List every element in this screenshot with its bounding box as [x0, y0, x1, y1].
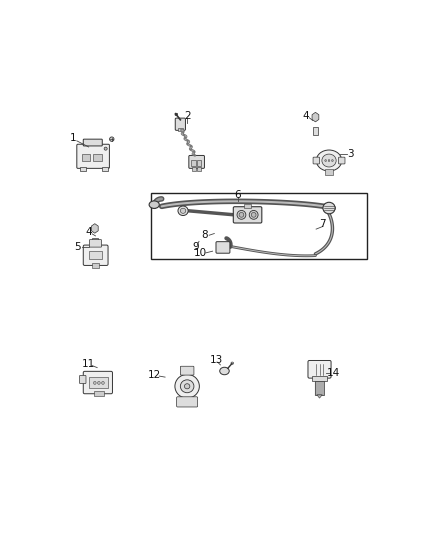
- FancyBboxPatch shape: [339, 157, 345, 164]
- Ellipse shape: [93, 381, 96, 384]
- Bar: [197, 159, 201, 166]
- FancyBboxPatch shape: [83, 245, 108, 265]
- Ellipse shape: [180, 208, 186, 213]
- Text: 7: 7: [320, 219, 326, 229]
- Ellipse shape: [178, 206, 188, 215]
- Text: 14: 14: [326, 368, 340, 378]
- FancyBboxPatch shape: [83, 139, 102, 146]
- Ellipse shape: [325, 159, 326, 161]
- FancyBboxPatch shape: [80, 375, 86, 384]
- Bar: [197, 167, 201, 171]
- Bar: [244, 204, 251, 208]
- Text: 11: 11: [81, 359, 95, 368]
- FancyBboxPatch shape: [175, 118, 185, 131]
- Bar: [92, 263, 99, 268]
- Ellipse shape: [104, 147, 107, 150]
- Bar: [313, 127, 318, 135]
- Ellipse shape: [220, 367, 229, 375]
- Ellipse shape: [102, 381, 104, 384]
- Bar: [191, 159, 196, 166]
- Polygon shape: [92, 224, 98, 233]
- Text: 1: 1: [70, 133, 77, 143]
- Ellipse shape: [175, 374, 199, 398]
- Ellipse shape: [328, 159, 330, 161]
- Bar: [92, 238, 98, 246]
- Bar: [89, 377, 108, 387]
- Ellipse shape: [322, 154, 336, 167]
- FancyBboxPatch shape: [216, 241, 230, 253]
- Bar: [325, 168, 333, 175]
- Ellipse shape: [251, 213, 256, 217]
- Text: 6: 6: [235, 190, 241, 200]
- Bar: [82, 154, 90, 161]
- Bar: [80, 167, 86, 172]
- Ellipse shape: [249, 211, 258, 219]
- FancyBboxPatch shape: [233, 207, 262, 223]
- Polygon shape: [312, 112, 319, 122]
- Ellipse shape: [149, 201, 159, 208]
- Bar: [93, 154, 102, 161]
- Text: 2: 2: [184, 111, 191, 121]
- Polygon shape: [317, 395, 322, 398]
- Text: 10: 10: [194, 248, 207, 258]
- Ellipse shape: [110, 137, 114, 141]
- Ellipse shape: [323, 203, 335, 214]
- Ellipse shape: [180, 380, 194, 393]
- FancyBboxPatch shape: [83, 372, 113, 394]
- Text: 4: 4: [85, 227, 92, 237]
- Ellipse shape: [237, 211, 246, 219]
- Bar: [152, 193, 367, 259]
- FancyBboxPatch shape: [77, 144, 110, 168]
- FancyBboxPatch shape: [189, 156, 205, 168]
- Text: 12: 12: [148, 370, 162, 380]
- FancyBboxPatch shape: [313, 157, 320, 164]
- Bar: [88, 251, 102, 260]
- Ellipse shape: [231, 362, 233, 365]
- Ellipse shape: [175, 114, 177, 116]
- Ellipse shape: [316, 150, 342, 171]
- Ellipse shape: [98, 381, 100, 384]
- Text: 4: 4: [303, 111, 309, 121]
- Bar: [192, 167, 196, 171]
- Text: 9: 9: [192, 242, 199, 252]
- Text: 5: 5: [74, 242, 81, 252]
- Ellipse shape: [239, 213, 244, 217]
- Ellipse shape: [332, 159, 333, 161]
- Text: 3: 3: [347, 149, 353, 159]
- Bar: [315, 381, 324, 395]
- Text: 8: 8: [201, 230, 208, 240]
- Bar: [178, 128, 183, 131]
- Text: 13: 13: [209, 355, 223, 365]
- FancyBboxPatch shape: [308, 360, 331, 378]
- FancyBboxPatch shape: [177, 397, 198, 407]
- Bar: [94, 391, 104, 397]
- FancyBboxPatch shape: [180, 366, 194, 375]
- FancyBboxPatch shape: [89, 240, 102, 247]
- Bar: [102, 167, 108, 172]
- Bar: [312, 376, 327, 381]
- Ellipse shape: [184, 384, 190, 389]
